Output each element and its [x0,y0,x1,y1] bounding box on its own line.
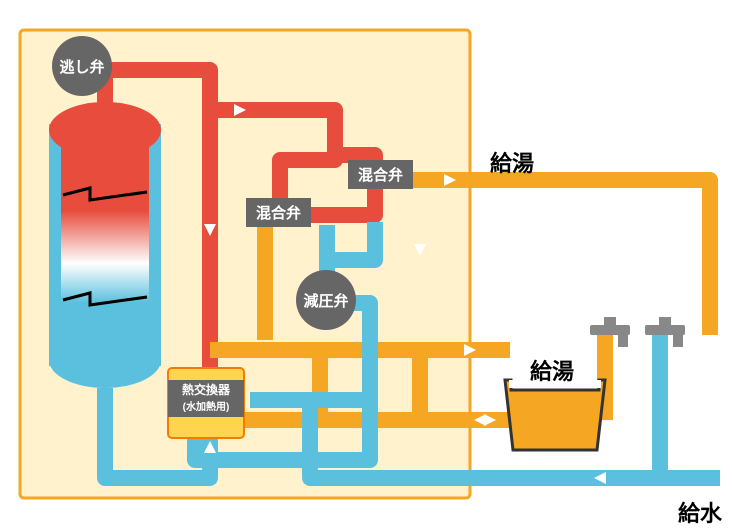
tank-bottom-cap [49,332,161,388]
cold-supply-label: 給水 [678,496,722,528]
mixing-valve-label-1: 混合弁 [246,198,311,227]
bathtub [505,380,605,450]
pressure-reducer-label: 減圧弁 [296,270,356,330]
tank-top-cap [49,102,161,158]
hot-supply-label-top: 給湯 [490,146,534,178]
he-sub: (水加熱用) [183,402,230,413]
heat-exchanger-label: 熱交換器 (水加熱用) [168,380,244,417]
hot-supply-label-tub: 給湯 [530,354,574,386]
relief-valve-label: 逃し弁 [52,36,112,96]
mixing-valve-label-2: 混合弁 [348,160,413,189]
storage-tank [55,130,155,360]
he-title: 熱交換器 [182,383,230,397]
